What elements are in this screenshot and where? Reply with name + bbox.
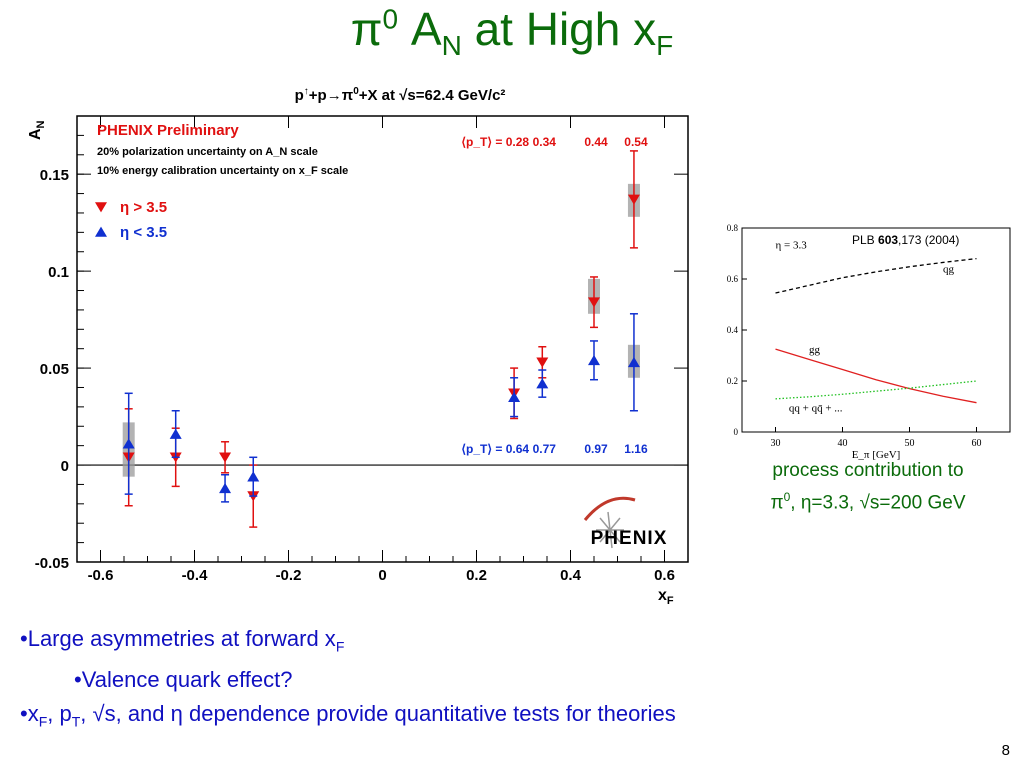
legend-marker: [95, 226, 107, 237]
bullet-1-sub: F: [335, 638, 345, 655]
pt-bottom-label: ⟨p_T⟩ = 0.64: [461, 442, 529, 456]
plot-frame: [76, 115, 689, 563]
data-point: [122, 438, 135, 449]
reference-post: ,173 (2004): [898, 233, 960, 247]
title-sub-n: N: [441, 30, 462, 62]
bullet-2: •Valence quark effect?: [74, 667, 293, 693]
title-text-2: A: [398, 3, 442, 55]
pt-top-label: ⟨p_T⟩ = 0.28: [461, 135, 529, 149]
title-sub-f: F: [656, 30, 674, 62]
y-tick-label: 0.05: [40, 361, 69, 378]
header-sup0: 0: [353, 86, 359, 97]
side-caption: process contribution to π0, η=3.3, √s=20…: [718, 458, 1018, 516]
title-sup: 0: [382, 3, 399, 35]
inset-series-line: [775, 348, 977, 404]
inset-annotation: η = 3.3: [776, 239, 808, 251]
title-text-3: at High x: [461, 3, 657, 55]
legend-marker: [95, 202, 107, 213]
x-tick-label: 0: [378, 567, 386, 584]
data-point: [536, 357, 549, 368]
data-point: [627, 194, 640, 205]
pt-top-value: 0.34: [533, 135, 557, 149]
data-point: [247, 471, 260, 482]
bullet-list: •Large asymmetries at forward xF •Valenc…: [20, 622, 1010, 739]
bullet-3-c: , √s, and η dependence provide quantitat…: [80, 701, 676, 727]
main-chart-header: p↑+p→π0+X at √s=62.4 GeV/c²: [200, 86, 600, 104]
legend-entry: η < 3.5: [120, 224, 167, 241]
data-point: [219, 482, 232, 494]
header-arrow: ↑: [303, 86, 309, 97]
x-tick-label: -0.2: [276, 567, 302, 584]
y-tick-label: 0.15: [40, 167, 69, 184]
inset-series-line: [775, 380, 977, 400]
logo-swoosh: [583, 496, 636, 521]
legend-note: 10% energy calibration uncertainty on x_…: [97, 165, 348, 177]
legend-heading: PHENIX Preliminary: [97, 122, 239, 139]
inset-series-label: qq + qq̄ + ...: [789, 403, 843, 415]
inset-x-tick-label: 50: [905, 438, 915, 449]
inset-x-tick-label: 60: [972, 438, 982, 449]
bullet-3-sub2: T: [71, 713, 81, 730]
inset-series-label: qg: [943, 264, 955, 276]
bullet-1: •Large asymmetries at forward xF: [20, 622, 1010, 663]
header-tail: +X at √s=62.4 GeV/c²: [358, 87, 506, 104]
data-point: [508, 391, 521, 402]
inset-y-tick-label: 0.8: [727, 223, 739, 233]
bullet-3-a: •x: [20, 701, 39, 727]
page-number: 8: [1001, 742, 1010, 759]
bullet-3: •xF, pT, √s, and η dependence provide qu…: [20, 697, 1010, 738]
reference-label: PLB 603,173 (2004): [852, 233, 959, 247]
inset-y-tick-label: 0.6: [727, 274, 739, 284]
pt-top-value: 0.54: [624, 135, 648, 149]
inset-y-tick-label: 0: [734, 427, 739, 437]
inset-y-tick-label: 0.4: [727, 325, 739, 335]
data-point: [169, 428, 182, 439]
inset-x-axis-label: E_π [GeV]: [852, 449, 901, 461]
legend-note: 20% polarization uncertainty on A_N scal…: [97, 146, 318, 158]
y-axis-label: AN: [27, 120, 47, 140]
caption-pi: π: [770, 492, 784, 514]
x-tick-label: -0.4: [182, 567, 209, 584]
bullet-1-text: •Large asymmetries at forward x: [20, 626, 336, 651]
inset-series-line: [775, 257, 977, 294]
legend-entry: η > 3.5: [120, 199, 167, 216]
inset-series-label: gg: [809, 344, 821, 356]
x-tick-label: -0.6: [88, 567, 114, 584]
pt-top-value: 0.44: [584, 135, 608, 149]
header-p: p: [294, 87, 304, 104]
caption-sup: 0: [783, 490, 791, 504]
data-point: [536, 378, 549, 389]
header-rest: +p→π: [308, 87, 354, 104]
logo-star: [596, 511, 624, 549]
y-tick-label: 0.1: [48, 264, 69, 281]
x-axis-label: xF: [658, 587, 674, 607]
bullet-3-b: , p: [47, 701, 72, 727]
pt-bottom-value: 0.97: [584, 442, 608, 456]
y-tick-label: 0: [61, 458, 69, 475]
x-tick-label: 0.2: [466, 567, 487, 584]
pt-bottom-value: 1.16: [624, 442, 648, 456]
bullet-3-sub1: F: [38, 713, 48, 730]
x-tick-label: 0.6: [654, 567, 675, 584]
y-tick-label: -0.05: [35, 555, 69, 572]
inset-x-tick-label: 30: [771, 438, 781, 449]
caption-line-2: π0, η=3.3, √s=200 GeV: [718, 484, 1018, 516]
inset-x-tick-label: 40: [838, 438, 848, 449]
caption-line-1: process contribution to: [772, 460, 964, 481]
reference-pre: PLB: [852, 233, 879, 247]
reference-volume: 603: [878, 233, 899, 247]
page-title: π0 AN at High xF: [0, 2, 1024, 62]
x-tick-label: 0.4: [560, 567, 582, 584]
caption-rest: , η=3.3, √s=200 GeV: [790, 492, 966, 514]
logo-text: PHENIX: [591, 528, 668, 549]
data-point: [588, 297, 600, 308]
data-point: [627, 356, 640, 368]
data-point: [588, 354, 600, 366]
inset-y-tick-label: 0.2: [727, 376, 738, 386]
title-text: π: [350, 3, 383, 55]
data-point: [219, 452, 232, 463]
pt-bottom-value: 0.77: [533, 442, 557, 456]
